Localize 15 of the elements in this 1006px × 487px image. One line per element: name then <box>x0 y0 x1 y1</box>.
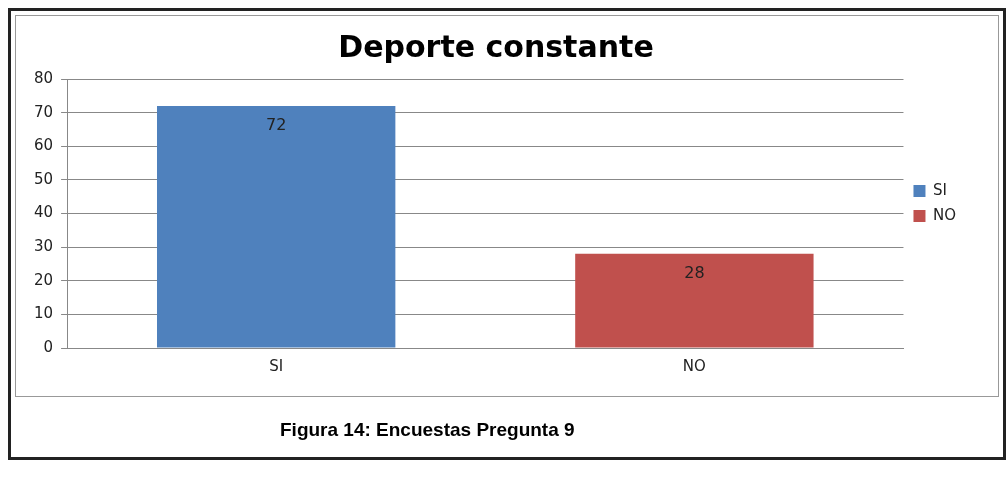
data-label: 28 <box>684 263 705 283</box>
y-tick-label: 30 <box>33 237 54 256</box>
text: Figura 14: Encuestas Pregunta 9 <box>279 418 576 442</box>
y-tick-label: 50 <box>33 169 54 188</box>
y-tick-label: 10 <box>33 304 54 323</box>
y-tick-label: 0 <box>43 337 54 356</box>
y-tick-label: 70 <box>33 102 54 121</box>
y-tick-label: 60 <box>33 136 54 155</box>
y-tick-label: 20 <box>33 270 54 289</box>
data-label: 72 <box>266 115 287 135</box>
legend-label: SI <box>932 180 947 199</box>
chart-title: Deporte constante <box>338 28 654 64</box>
y-tick-label: 40 <box>33 203 54 222</box>
legend-label: NO <box>932 205 956 224</box>
y-tick-label: 80 <box>33 68 54 87</box>
